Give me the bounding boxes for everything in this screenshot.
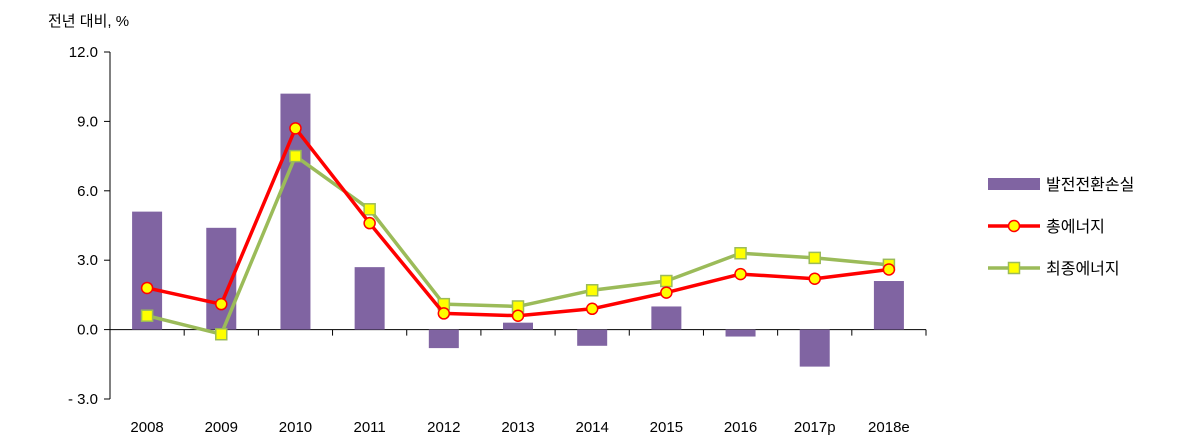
point-최종에너지-2017p	[808, 251, 821, 265]
point-총에너지-2011	[363, 216, 376, 230]
legend-label-총에너지: 총에너지	[1046, 218, 1105, 236]
point-총에너지-2014	[585, 302, 599, 316]
x-tick-label: 2017p	[794, 419, 836, 436]
line-series	[140, 122, 896, 341]
legend-marker-최종에너지	[1007, 261, 1021, 275]
point-총에너지-2016	[734, 267, 747, 281]
point-최종에너지-2009	[215, 327, 228, 341]
y-tick-label: 3.0	[77, 252, 98, 269]
point-최종에너지-2016	[734, 247, 747, 260]
x-tick-label: 2014	[575, 419, 608, 436]
x-tick-label: 2013	[501, 419, 534, 436]
point-총에너지-2015	[660, 286, 673, 299]
point-최종에너지-2014	[585, 284, 599, 297]
bar-2014	[577, 329, 608, 346]
y-tick-label: 0.0	[77, 322, 98, 339]
bar-series	[132, 93, 904, 367]
y-tick-label: 6.0	[77, 183, 98, 200]
bar-2013	[503, 322, 533, 330]
x-tick-label: 2008	[130, 419, 163, 436]
bar-2015	[651, 306, 682, 330]
point-총에너지-2010	[289, 122, 302, 135]
line-총에너지	[146, 126, 890, 318]
point-총에너지-2008	[140, 281, 154, 295]
x-tick-label: 2012	[427, 419, 460, 436]
point-총에너지-2017p	[808, 272, 821, 285]
point-총에너지-2018e	[882, 263, 896, 276]
x-tick-label: 2011	[354, 419, 386, 436]
bar-2011	[354, 267, 385, 330]
point-최종에너지-2015	[660, 274, 673, 288]
bar-2018e	[873, 281, 904, 330]
bar-2017p	[799, 329, 830, 367]
x-tick-label: 2015	[650, 419, 683, 436]
y-tick-label: 12.0	[69, 44, 98, 61]
x-tick-label: 2009	[205, 419, 238, 436]
bar-2012	[428, 329, 459, 349]
y-tick-label: - 3.0	[68, 391, 98, 408]
y-axis-label: 전년 대비, %	[48, 13, 129, 30]
x-tick-labels: 2008 2009 2010 2011 2012 2013 2014 2015 2016 2017…	[130, 419, 909, 436]
y-tick-label: 9.0	[77, 113, 98, 130]
legend-swatch-발전전환손실	[988, 178, 1040, 190]
legend-marker-총에너지	[1007, 219, 1021, 233]
legend-label-발전전환손실: 발전전환손실	[1046, 176, 1134, 194]
point-총에너지-2012	[437, 307, 451, 320]
legend-label-최종에너지: 최종에너지	[1046, 260, 1120, 278]
x-tick-label: 2016	[724, 419, 757, 436]
point-최종에너지-2011	[363, 203, 376, 216]
bar-2016	[725, 329, 756, 337]
x-tick-label: 2018e	[868, 419, 910, 436]
y-tick-labels: 12.0 9.0 6.0 3.0 0.0 - 3.0	[68, 44, 98, 408]
point-최종에너지-2010	[289, 149, 302, 163]
point-총에너지-2013	[511, 309, 525, 322]
x-tick-label: 2010	[279, 419, 312, 436]
point-총에너지-2009	[215, 297, 228, 311]
point-최종에너지-2008	[140, 309, 154, 322]
